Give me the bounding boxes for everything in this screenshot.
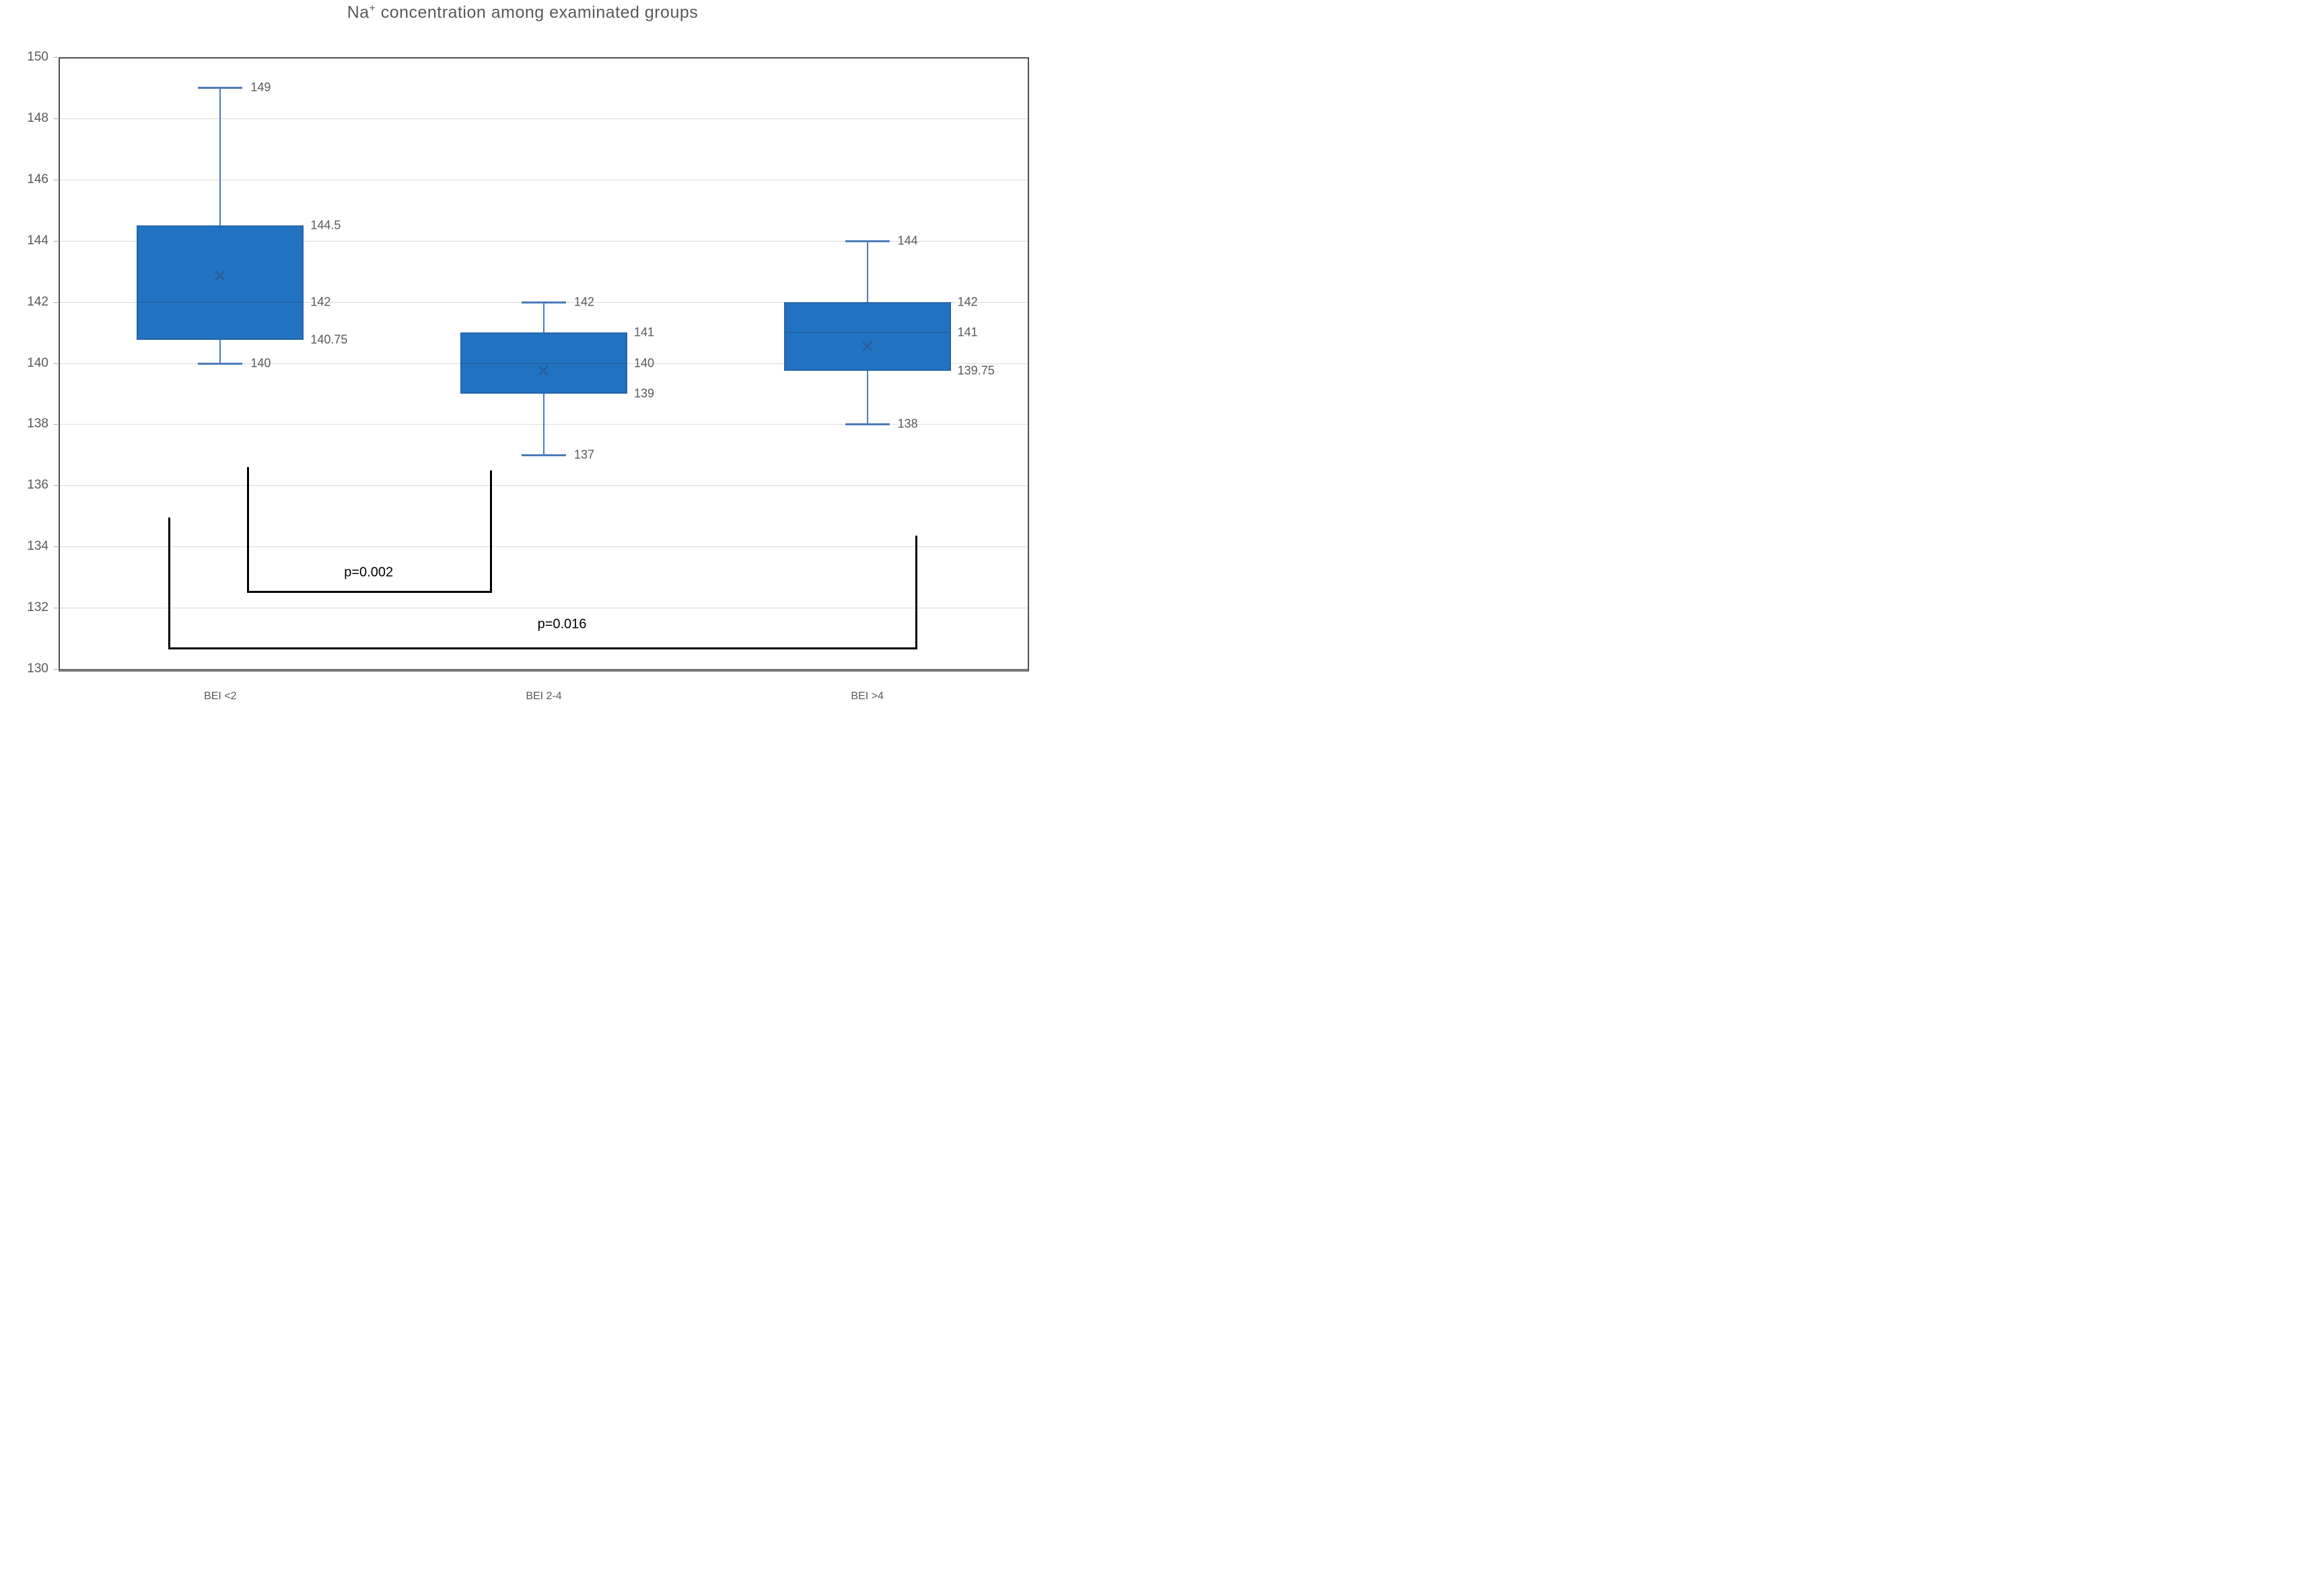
lower-whisker-cap	[522, 454, 566, 456]
p-value-label: p=0.016	[537, 616, 587, 632]
value-label-max: 142	[574, 295, 595, 309]
box-iqr	[137, 225, 304, 341]
upper-whisker-line	[866, 240, 868, 302]
value-label-q3: 142	[957, 295, 978, 309]
gridline	[60, 240, 1028, 242]
chart-title-base: Na	[347, 3, 369, 22]
value-label-median: 140	[634, 356, 655, 369]
value-label-q3: 141	[634, 325, 655, 339]
lower-whisker-line	[219, 340, 221, 363]
median-line	[137, 301, 304, 303]
y-axis-tick-label: 150	[27, 50, 48, 64]
y-axis-tick	[54, 546, 58, 548]
mean-x-marker	[537, 364, 551, 378]
gridline	[60, 546, 1028, 548]
x-axis-category-label: BEI 2-4	[526, 690, 562, 702]
y-axis-tick-label: 132	[27, 600, 48, 615]
lower-whisker-cap	[845, 423, 890, 426]
lower-whisker-cap	[198, 362, 243, 365]
y-axis-tick-label: 134	[27, 539, 48, 554]
lower-whisker-line	[543, 393, 544, 455]
upper-whisker-cap	[198, 87, 243, 90]
y-axis-tick	[54, 363, 58, 364]
value-label-median: 142	[310, 295, 331, 309]
chart-canvas: Na+ concentration among examinated group…	[0, 0, 1045, 707]
y-axis-tick	[54, 240, 58, 242]
y-axis-tick	[54, 424, 58, 425]
bracket-bottom-line	[168, 647, 917, 650]
y-axis-tick-label: 144	[27, 233, 48, 248]
mean-x-marker	[213, 269, 227, 283]
upper-whisker-cap	[845, 240, 890, 242]
value-label-q1: 139.75	[957, 363, 995, 378]
y-axis-tick-label: 136	[27, 478, 48, 493]
value-label-max: 144	[897, 234, 918, 248]
y-axis-tick	[54, 485, 58, 487]
mean-x-marker	[861, 340, 874, 353]
bracket-right-line	[915, 536, 917, 648]
chart-title-rest: concentration among examinated groups	[376, 3, 699, 22]
bracket-left-line	[247, 467, 250, 592]
value-label-max: 149	[250, 80, 271, 94]
x-axis-category-label: BEI >4	[851, 690, 884, 702]
chart-title-superscript: +	[369, 3, 376, 14]
y-axis-tick	[54, 669, 58, 670]
y-axis-tick	[54, 57, 58, 58]
y-axis-tick-label: 142	[27, 294, 48, 309]
value-label-q1: 139	[634, 386, 655, 400]
upper-whisker-line	[219, 87, 221, 225]
lower-whisker-line	[866, 370, 868, 425]
y-axis-tick-label: 140	[27, 355, 48, 370]
median-line	[460, 362, 627, 364]
y-axis-tick	[54, 118, 58, 119]
gridline	[60, 118, 1028, 119]
bracket-bottom-line	[247, 591, 492, 594]
y-axis-tick-label: 130	[27, 662, 48, 676]
upper-whisker-cap	[522, 301, 566, 304]
value-label-min: 137	[574, 448, 595, 462]
value-label-min: 140	[250, 356, 271, 369]
p-value-label: p=0.002	[344, 565, 394, 580]
box-iqr	[783, 301, 951, 371]
bracket-right-line	[490, 470, 492, 592]
value-label-min: 138	[897, 417, 918, 431]
median-line	[783, 332, 951, 334]
upper-whisker-line	[543, 301, 544, 333]
chart-title: Na+ concentration among examinated group…	[0, 3, 1045, 22]
y-axis-tick-label: 148	[27, 110, 48, 125]
y-axis-tick-label: 138	[27, 417, 48, 431]
y-axis-tick-label: 146	[27, 172, 48, 186]
y-axis-tick	[54, 301, 58, 303]
value-label-q3: 144.5	[310, 218, 341, 232]
x-axis-category-label: BEI <2	[204, 690, 237, 702]
bracket-left-line	[168, 518, 171, 648]
value-label-q1: 140.75	[310, 332, 348, 347]
gridline	[60, 485, 1028, 487]
value-label-median: 141	[957, 325, 978, 339]
